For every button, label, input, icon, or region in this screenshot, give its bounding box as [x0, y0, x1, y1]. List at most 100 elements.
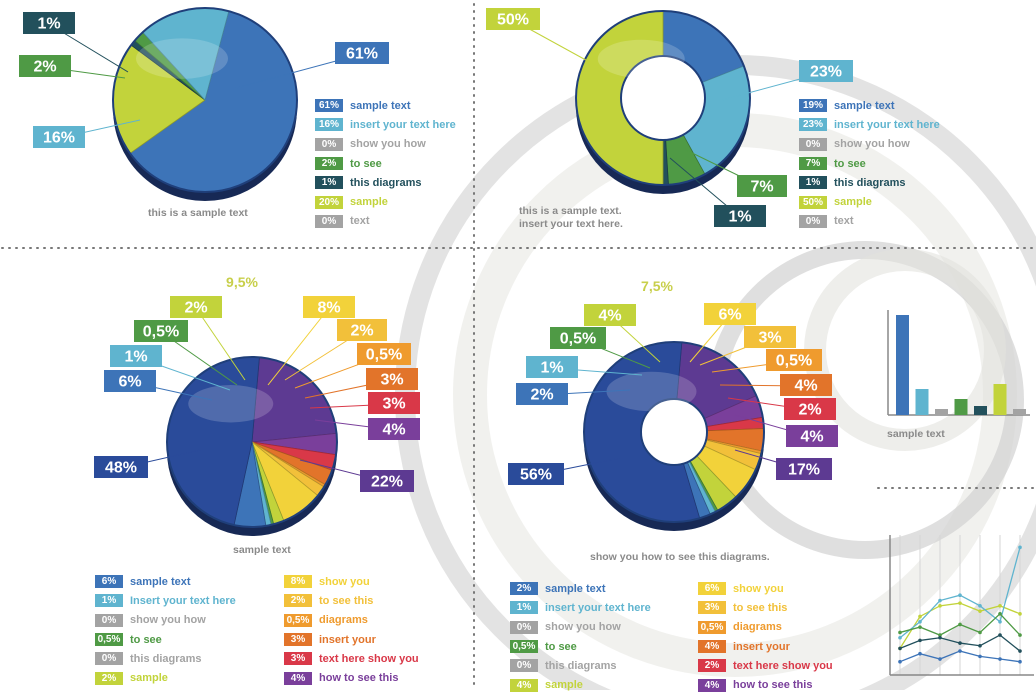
- legend-badge: 2%: [95, 671, 123, 685]
- line-series-2-point-2: [918, 620, 922, 624]
- legend-badge: 7%: [799, 157, 827, 171]
- legend-row: 0% show you how: [315, 135, 456, 154]
- chart-1-label-1pct: 1%: [37, 16, 60, 33]
- chart-4-label-2pct-box: [516, 383, 568, 405]
- chart-4-label-1pct: 1%: [540, 360, 563, 377]
- legend-row: 2% to see: [315, 154, 456, 173]
- chart-4-label-05pct-b: 0,5%: [776, 353, 812, 370]
- pie-2-highlight: [597, 39, 685, 78]
- legend-label: text here show you: [319, 652, 419, 665]
- legend-row: 0% this diagrams: [510, 656, 651, 675]
- chart-3-label-48pct-box: [94, 456, 148, 478]
- pie-3-outline: [166, 356, 338, 528]
- chart-4-label-7-5pct: 7,5%: [641, 278, 673, 294]
- legend-row: 0% show you how: [510, 618, 651, 637]
- pie-1-highlight: [136, 38, 228, 79]
- line-series-2-point-4: [958, 593, 962, 597]
- legend-label: show you how: [350, 138, 426, 151]
- chart-4-label-6pct: 6%: [718, 307, 741, 324]
- legend-badge: 23%: [799, 118, 827, 132]
- chart-4-label-17pct-box: [776, 458, 832, 480]
- bar-3: [935, 409, 948, 415]
- legend-row: 8% show you: [284, 572, 419, 591]
- legend-badge: 4%: [698, 678, 726, 692]
- chart-1-label-61pct: 61%: [346, 46, 378, 63]
- legend-row: 1% Insert your text here: [95, 591, 236, 610]
- line-series-5-point-7: [1018, 659, 1022, 664]
- legend-badge: 0,5%: [698, 620, 726, 634]
- line-series-5-point-4: [958, 649, 962, 653]
- legend-row: 20% sample: [315, 192, 456, 211]
- chart-4-label-05pct-box: [550, 327, 606, 349]
- legend-row: 3% text here show you: [284, 649, 419, 668]
- chart-4-label-3pct-box: [744, 326, 796, 348]
- legend-label: sample: [545, 679, 583, 692]
- chart-3-label-3pct-b-box: [368, 392, 420, 414]
- legend-badge: 0%: [95, 652, 123, 666]
- legend-label: to see this: [319, 594, 374, 607]
- bar-7: [1013, 409, 1026, 415]
- legend-row: 1% this diagrams: [315, 173, 456, 192]
- legend-label: this diagrams: [130, 652, 202, 665]
- chart-4-label-2pct-b-box: [784, 398, 836, 420]
- legend-label: sample text: [834, 99, 895, 112]
- chart-3-label-3pct-box: [366, 368, 418, 390]
- legend-row: 0% show you how: [799, 135, 940, 154]
- pie-chart-1: [112, 7, 298, 201]
- chart-3-label-1pct-box: [110, 345, 162, 367]
- legend-badge: 16%: [315, 118, 343, 132]
- legend-label: insert your: [319, 633, 376, 646]
- chart-4-label-17pct: 17%: [788, 462, 820, 479]
- pie-chart-3: [166, 356, 338, 536]
- line-series-4-point-7: [1018, 649, 1022, 653]
- legend-label: diagrams: [733, 621, 782, 634]
- chart-4-label-4pct-c: 4%: [800, 429, 823, 446]
- legend-badge: 2%: [510, 582, 538, 596]
- chart-4-label-56pct: 56%: [520, 467, 552, 484]
- chart-2-label-1pct: 1%: [728, 209, 751, 226]
- legend-badge: 2%: [315, 157, 343, 171]
- legend-label: how to see this: [319, 672, 399, 685]
- chart-3-label-2pct: 2%: [184, 300, 207, 317]
- chart-4-label-4pct-box: [584, 304, 636, 326]
- legend-row: 0,5% diagrams: [284, 611, 419, 630]
- chart-3-label-05pct-b-box: [357, 343, 411, 365]
- chart-3-legend-right: 8% show you 2% to see this 0,5% diagrams 3% ins…: [284, 572, 419, 688]
- legend-row: 7% to see: [799, 154, 940, 173]
- chart-2-caption-line-2: insert your text here.: [519, 218, 623, 230]
- legend-row: 4% how to see this: [284, 668, 419, 687]
- line-series-3-point-7: [1018, 633, 1022, 637]
- legend-badge: 0,5%: [510, 640, 538, 654]
- legend-label: to see this: [733, 601, 788, 614]
- chart-2-label-50pct: 50%: [497, 12, 529, 29]
- chart-4-label-05pct: 0,5%: [560, 331, 596, 348]
- line-series-4-point-5: [978, 643, 982, 648]
- legend-row: 4% insert your: [698, 637, 833, 656]
- chart-4-legend-left: 2% sample text 1% insert your text here 0% sh…: [510, 579, 651, 695]
- chart-2-caption-line-1: this is a sample text.: [519, 205, 622, 217]
- legend-row: 0% this diagrams: [95, 649, 236, 668]
- line-series-3-point-4: [958, 622, 962, 627]
- chart-4-label-56pct-box: [508, 463, 564, 485]
- pie-1-outline: [112, 7, 298, 193]
- legend-label: insert your: [733, 640, 790, 653]
- line-series-2-point-3: [938, 598, 942, 603]
- line-series-2-point-7: [1018, 545, 1022, 550]
- legend-row: 4% how to see this: [698, 675, 833, 694]
- line-series-2-point-5: [978, 604, 982, 608]
- line-series-5-point-1: [898, 659, 902, 664]
- legend-row: 0,5% diagrams: [698, 618, 833, 637]
- legend-badge: 0%: [315, 214, 343, 228]
- chart-4-label-4pct-c-box: [786, 425, 838, 447]
- legend-label: sample text: [545, 582, 606, 595]
- line-series-1-point-5: [978, 609, 982, 613]
- chart-3-label-05pct-box: [134, 320, 188, 342]
- chart-3-label-1pct: 1%: [124, 349, 147, 366]
- legend-label: text: [834, 215, 854, 228]
- line-series-4-point-3: [938, 635, 942, 640]
- chart-4-label-6pct-box: [704, 303, 756, 325]
- legend-row: 0,5% to see: [510, 637, 651, 656]
- chart-2-label-7pct-box: [737, 175, 787, 197]
- legend-label: show you how: [545, 621, 621, 634]
